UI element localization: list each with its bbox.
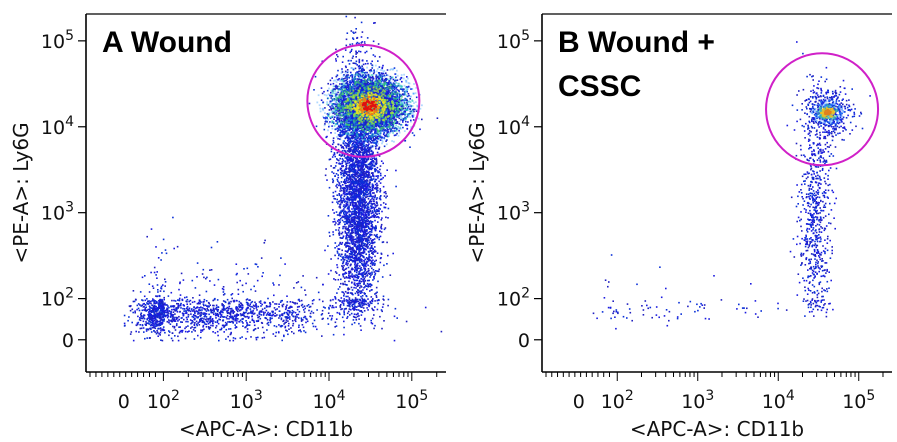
x-minor-ticks <box>89 372 438 381</box>
x-tick-label: 105 <box>842 388 875 413</box>
y-tick-label: 0 <box>518 330 530 352</box>
y-tick-label: 105 <box>41 28 74 53</box>
x-tick-label: 102 <box>147 388 180 413</box>
density-hotspot <box>316 64 423 148</box>
panel-title: A Wound <box>102 26 232 59</box>
gate-circle[interactable] <box>765 52 880 167</box>
x-axis-title: <APC-A>: CD11b <box>179 417 353 441</box>
y-axis-title: <PE-A>: Ly6G <box>465 122 489 263</box>
y-tick-label: 103 <box>41 200 74 225</box>
y-axis-title: <PE-A>: Ly6G <box>9 122 33 263</box>
density-hotspot <box>810 99 845 126</box>
panel-b: 0 102 103 104 105 0 102 103 104 105 <APC-A>: CD11b… <box>465 13 892 441</box>
x-minor-ticks <box>545 372 884 381</box>
x-tick-label: 103 <box>681 388 714 413</box>
y-minor-ticks <box>534 40 542 341</box>
panel-a: 0 102 103 104 105 0 102 103 104 105 <APC-A>: CD11b… <box>9 13 446 441</box>
x-axis-title: <APC-A>: CD11b <box>630 417 804 441</box>
x-tick-label: 104 <box>762 388 795 413</box>
gate-circle[interactable] <box>306 43 421 158</box>
y-tick-label: 105 <box>497 28 530 53</box>
x-tick-label: 0 <box>118 391 130 413</box>
y-tick-label: 102 <box>497 286 530 311</box>
y-tick-label: 0 <box>62 330 74 352</box>
x-tick-label: 104 <box>312 388 345 413</box>
y-tick-label: 102 <box>41 286 74 311</box>
x-tick-label: 103 <box>230 388 263 413</box>
x-tick-label: 102 <box>601 388 634 413</box>
y-minor-ticks <box>78 40 86 341</box>
y-tick-label: 104 <box>497 114 530 139</box>
y-tick-label: 103 <box>497 200 530 225</box>
y-tick-label: 104 <box>41 114 74 139</box>
x-tick-label: 105 <box>395 388 428 413</box>
panel-title: B Wound + CSSC <box>558 26 715 103</box>
x-tick-label: 0 <box>573 391 585 413</box>
